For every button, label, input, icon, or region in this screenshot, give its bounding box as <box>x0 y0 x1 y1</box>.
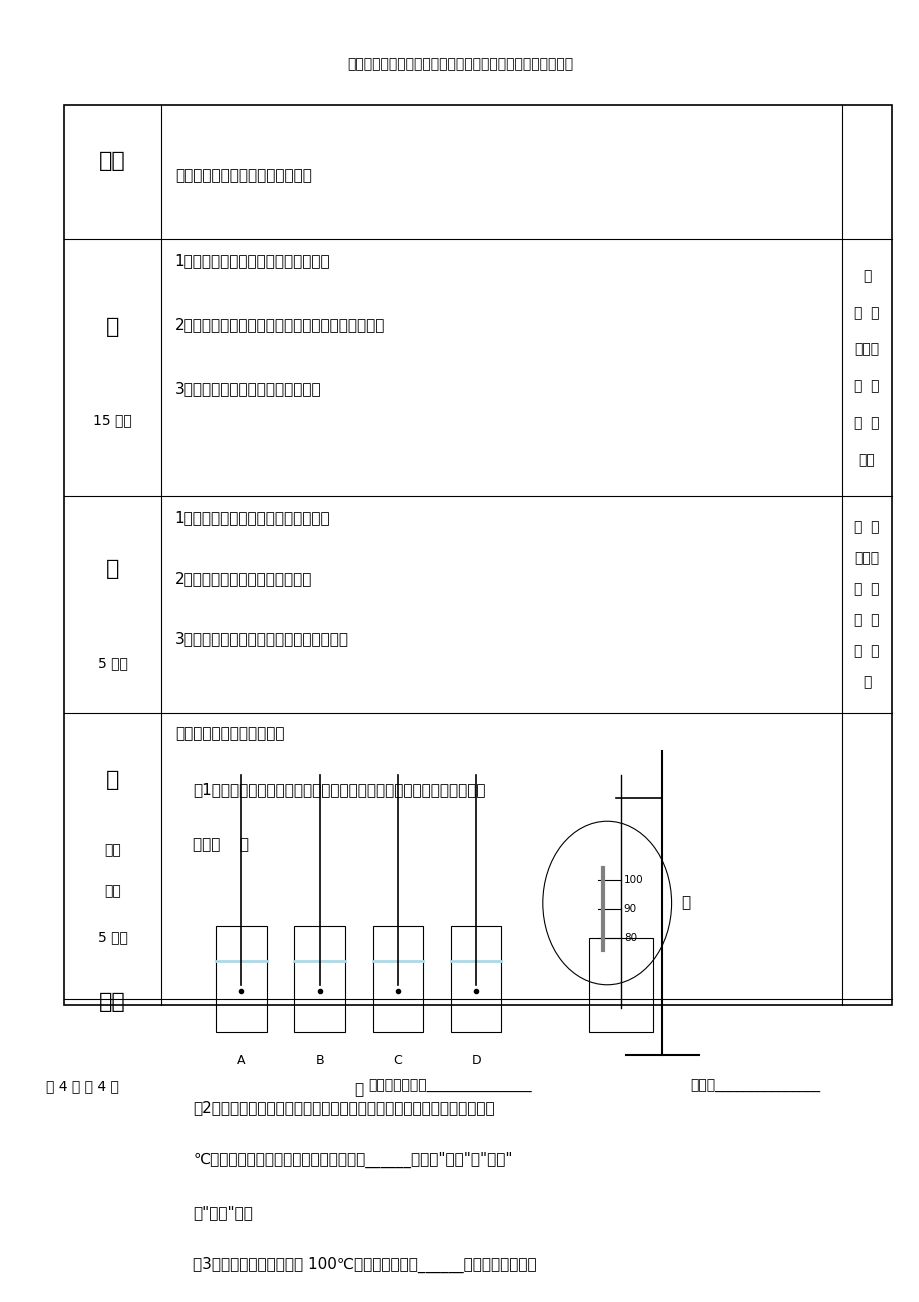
Text: 乙: 乙 <box>680 896 689 910</box>
Text: 评: 评 <box>106 560 119 579</box>
Text: 做  好: 做 好 <box>854 521 879 534</box>
Text: （1）小明观察到同学们测水温的操作有如图甲中所示四种，你认为正确: （1）小明观察到同学们测水温的操作有如图甲中所示四种，你认为正确 <box>193 783 485 797</box>
Text: 励志语：多数人的失败不是因为他们的无能，而是他们的不专: 励志语：多数人的失败不是因为他们的无能，而是他们的不专 <box>346 57 573 72</box>
Text: ℃；如果继续给沸腾的水加热，水的温度______（选填"升高"、"不变": ℃；如果继续给沸腾的水加热，水的温度______（选填"升高"、"不变" <box>193 1152 512 1168</box>
Text: 做: 做 <box>862 270 870 284</box>
Text: 在探究水的沸点的实验中：: 在探究水的沸点的实验中： <box>175 727 284 741</box>
Bar <box>64 105 891 1005</box>
Text: 5 分钟: 5 分钟 <box>97 656 128 671</box>
Text: 笔  做: 笔 做 <box>854 613 879 628</box>
Text: 第 4 页 共 4 页: 第 4 页 共 4 页 <box>46 1079 119 1094</box>
Text: 3、老师对各小组的展示和点评进行评价。: 3、老师对各小组的展示和点评进行评价。 <box>175 631 348 647</box>
Text: 1、各小组依次展示，其他小组倾听。: 1、各小组依次展示，其他小组倾听。 <box>175 253 330 268</box>
Text: 号: 号 <box>862 674 870 689</box>
Text: 15 分钟: 15 分钟 <box>93 414 132 427</box>
Bar <box>294 926 345 1031</box>
Text: 2、老师对共性的问题进行点拨。: 2、老师对共性的问题进行点拨。 <box>175 570 312 586</box>
Text: 记号: 记号 <box>857 453 875 466</box>
Text: 红  笔: 红 笔 <box>854 379 879 393</box>
Text: 总结: 总结 <box>99 151 126 171</box>
Text: （3）实验中水的沸点低于 100℃，你认为可能是______造成的。（只需要: （3）实验中水的沸点低于 100℃，你认为可能是______造成的。（只需要 <box>193 1256 537 1273</box>
Text: 好  笔: 好 笔 <box>854 306 879 320</box>
Text: 当堂: 当堂 <box>104 842 121 857</box>
Text: 2、其他小组已经展示的部分尽量简洁，节约时间。: 2、其他小组已经展示的部分尽量简洁，节约时间。 <box>175 318 385 332</box>
Circle shape <box>542 822 671 984</box>
Text: 80: 80 <box>623 934 636 943</box>
Text: 3、展示内容分四部分，抽签安排。: 3、展示内容分四部分，抽签安排。 <box>175 381 321 397</box>
Text: 时间：_______________: 时间：_______________ <box>689 1079 819 1094</box>
Text: 甲: 甲 <box>354 1082 363 1098</box>
Text: （2）当水沸腾的时候，小明的温度计的示数如图乙所示，此时水的沸点是: （2）当水沸腾的时候，小明的温度计的示数如图乙所示，此时水的沸点是 <box>193 1100 494 1115</box>
Text: 练习: 练习 <box>104 884 121 898</box>
Text: 上  记: 上 记 <box>854 644 879 658</box>
Text: 展: 展 <box>106 318 119 337</box>
Text: 90: 90 <box>623 904 636 914</box>
Text: C: C <box>393 1055 402 1068</box>
Bar <box>372 926 423 1031</box>
Text: 反思: 反思 <box>99 992 126 1012</box>
Bar <box>216 926 267 1031</box>
Text: 5 分钟: 5 分钟 <box>97 931 128 944</box>
Bar <box>588 937 652 1031</box>
Text: 清: 清 <box>106 769 119 790</box>
Text: 记，用: 记，用 <box>854 342 879 357</box>
Text: 做  上: 做 上 <box>854 417 879 430</box>
Text: 用  红: 用 红 <box>854 582 879 596</box>
Text: 100: 100 <box>623 875 642 884</box>
Text: B: B <box>315 1055 323 1068</box>
Text: 通过这节课学习你们有哪些收获呢: 通过这节课学习你们有哪些收获呢 <box>175 168 312 182</box>
Text: 笔记，: 笔记， <box>854 551 879 565</box>
Text: A: A <box>237 1055 245 1068</box>
Text: D: D <box>471 1055 481 1068</box>
Text: 1、按老师要求，小组之间相互点评；: 1、按老师要求，小组之间相互点评； <box>175 510 330 525</box>
Text: 的是（    ）: 的是（ ） <box>193 837 249 852</box>
Text: 教师检查评分：_______________: 教师检查评分：_______________ <box>368 1079 531 1094</box>
Text: 或"降低"）。: 或"降低"）。 <box>193 1206 253 1220</box>
Bar <box>450 926 501 1031</box>
